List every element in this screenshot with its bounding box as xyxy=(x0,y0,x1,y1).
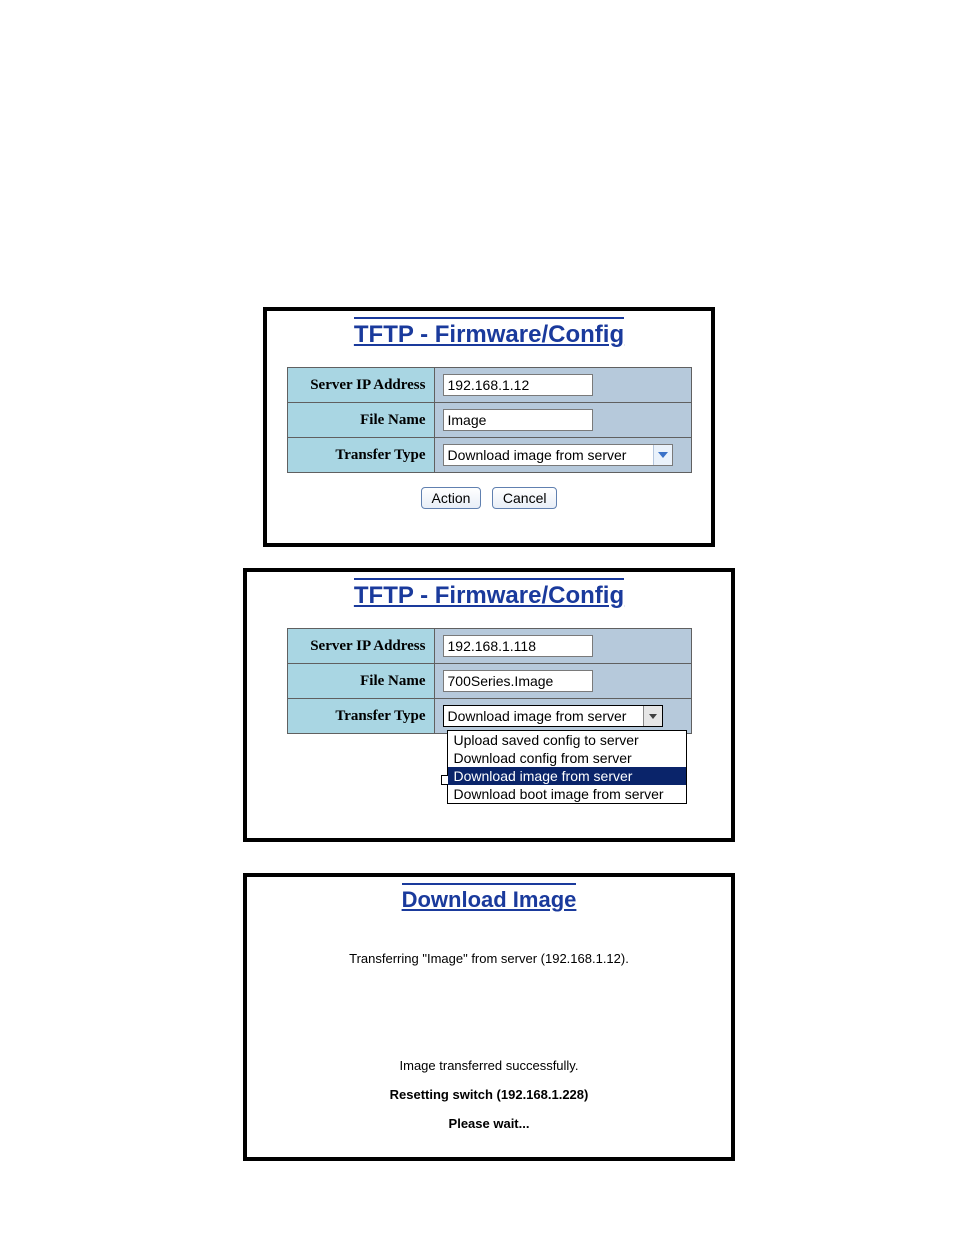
field-server-ip xyxy=(434,368,691,403)
file-name-input[interactable] xyxy=(443,409,593,431)
file-name-input[interactable] xyxy=(443,670,593,692)
label-file-name: File Name xyxy=(287,664,434,699)
title-wrap: TFTP - Firmware/Config xyxy=(267,317,711,349)
chevron-down-icon xyxy=(653,445,672,465)
dropdown-option[interactable]: Download config from server xyxy=(448,749,686,767)
msg-transferring: Transferring "Image" from server (192.16… xyxy=(247,951,731,966)
transfer-type-dropdown[interactable]: Upload saved config to serverDownload co… xyxy=(447,730,687,804)
transfer-type-value: Download image from server xyxy=(444,445,653,465)
transfer-type-select[interactable]: Download image from server xyxy=(443,444,673,466)
field-server-ip xyxy=(434,629,691,664)
server-ip-input[interactable] xyxy=(443,635,593,657)
field-file-name xyxy=(434,403,691,438)
label-server-ip: Server IP Address xyxy=(287,368,434,403)
transfer-type-value: Download image from server xyxy=(444,706,643,726)
field-file-name xyxy=(434,664,691,699)
label-server-ip: Server IP Address xyxy=(287,629,434,664)
panel1-form: Server IP Address File Name Transfer Typ… xyxy=(287,367,692,473)
title-wrap: Download Image xyxy=(247,883,731,913)
dropdown-option[interactable]: Download boot image from server xyxy=(448,785,686,803)
title-wrap: TFTP - Firmware/Config xyxy=(247,578,731,610)
transfer-type-select[interactable]: Download image from server xyxy=(443,705,663,727)
panel2-title: TFTP - Firmware/Config xyxy=(354,578,624,610)
field-transfer-type: Download image from server xyxy=(434,438,691,473)
label-file-name: File Name xyxy=(287,403,434,438)
dropdown-option[interactable]: Upload saved config to server xyxy=(448,731,686,749)
dropdown-notch-icon xyxy=(441,775,448,785)
panel1-buttons: Action Cancel xyxy=(267,487,711,509)
msg-wait: Please wait... xyxy=(247,1116,731,1131)
label-transfer-type: Transfer Type xyxy=(287,438,434,473)
tftp-panel-1: TFTP - Firmware/Config Server IP Address… xyxy=(263,307,715,547)
tftp-panel-2: TFTP - Firmware/Config Server IP Address… xyxy=(243,568,735,842)
msg-resetting: Resetting switch (192.168.1.228) xyxy=(247,1087,731,1102)
panel3-title: Download Image xyxy=(402,883,577,913)
field-transfer-type: Download image from server xyxy=(434,699,691,734)
download-image-panel: Download Image Transferring "Image" from… xyxy=(243,873,735,1161)
label-transfer-type: Transfer Type xyxy=(287,699,434,734)
panel1-title: TFTP - Firmware/Config xyxy=(354,317,624,349)
msg-success: Image transferred successfully. xyxy=(247,1058,731,1073)
cancel-button[interactable]: Cancel xyxy=(492,487,558,509)
action-button[interactable]: Action xyxy=(421,487,482,509)
server-ip-input[interactable] xyxy=(443,374,593,396)
chevron-down-icon xyxy=(643,706,662,726)
dropdown-option[interactable]: Download image from server xyxy=(448,767,686,785)
panel2-form: Server IP Address File Name Transfer Typ… xyxy=(287,628,692,734)
